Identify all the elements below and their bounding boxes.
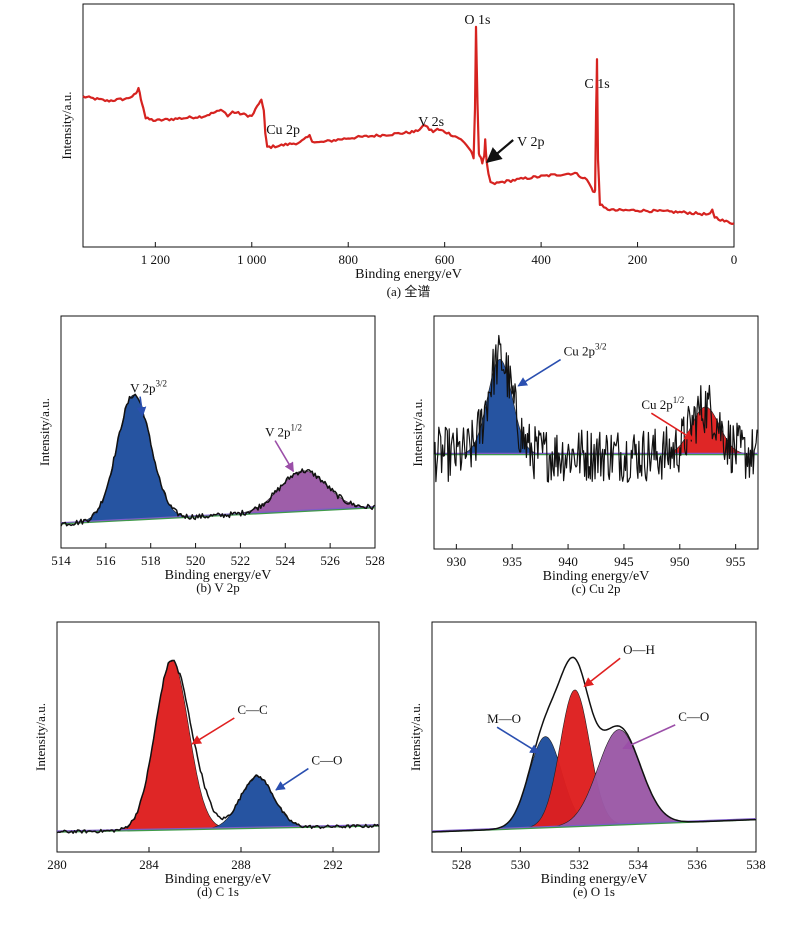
- x-tick-label: 0: [731, 252, 738, 267]
- chart-panel-a: 1 200 1 000 800 600 400 200 0 Binding energy/eV…: [59, 3, 738, 299]
- x-tick-label: 288: [231, 857, 251, 872]
- x-axis-label: Binding energy/eV: [355, 267, 462, 282]
- chart-panel-e: 528 530 532 534 536 538 Binding energy/eV(e) O…: [408, 621, 766, 899]
- raw-data-line: [431, 656, 756, 833]
- x-tick-label: 600: [435, 252, 455, 267]
- peak-label: C—C: [237, 702, 267, 717]
- x-tick-label: 945: [614, 554, 634, 569]
- peak-label: Cu 2p1/2: [641, 395, 684, 412]
- plot-frame: [60, 315, 376, 549]
- x-tick-label: 530: [511, 857, 531, 872]
- peak-annotation: V 2p: [517, 135, 544, 150]
- x-axis-label: Binding energy/eV: [541, 872, 648, 887]
- fitted-peak-blue: [66, 394, 202, 524]
- plot-frame: [82, 3, 735, 248]
- y-axis-label: Intensity/a.u.: [59, 92, 74, 160]
- x-tick-label: 524: [276, 553, 296, 568]
- x-tick-label: 1 200: [141, 252, 170, 267]
- y-axis-label: Intensity/a.u.: [33, 703, 48, 771]
- panel-caption: (d) C 1s: [197, 884, 239, 899]
- x-tick-label: 536: [687, 857, 707, 872]
- peak-annotation: C 1s: [584, 77, 609, 92]
- x-tick-label: 532: [570, 857, 590, 872]
- x-tick-label: 522: [231, 553, 251, 568]
- peak-annotation: O 1s: [464, 13, 490, 28]
- v2p-arrow: [485, 139, 514, 163]
- chart-panel-b: 514 516 518 520 522 524 526 528 Binding energy/e…: [37, 315, 385, 595]
- fitted-peak-red: [106, 659, 239, 832]
- x-axis-label: Binding energy/eV: [543, 569, 650, 584]
- peak-label-arrow: [650, 412, 695, 441]
- peak-label-arrow: [583, 657, 621, 688]
- peak-label-arrow: [517, 358, 562, 387]
- peak-label: Cu 2p3/2: [564, 342, 607, 359]
- x-tick-label: 950: [670, 554, 690, 569]
- x-axis-label: Binding energy/eV: [165, 872, 272, 887]
- plot-frame: [431, 621, 757, 853]
- x-tick-label: 800: [338, 252, 358, 267]
- peak-label: O—H: [623, 642, 655, 657]
- y-axis-label: Intensity/a.u.: [37, 398, 52, 466]
- x-tick-label: 520: [186, 553, 206, 568]
- plot-frame: [56, 621, 380, 853]
- peak-label: C—O: [311, 753, 342, 768]
- x-axis-label: Binding energy/eV: [165, 568, 272, 583]
- x-tick-label: 284: [139, 857, 159, 872]
- baseline-line: [431, 817, 757, 832]
- x-tick-label: 930: [447, 554, 467, 569]
- x-tick-label: 940: [558, 554, 578, 569]
- baseline-line: [60, 505, 376, 524]
- peak-label: M—O: [487, 711, 521, 726]
- raw-data-line: [433, 334, 759, 483]
- y-axis-label: Intensity/a.u.: [410, 399, 425, 467]
- background-line: [60, 506, 376, 525]
- x-tick-label: 518: [141, 553, 161, 568]
- y-axis-label: Intensity/a.u.: [408, 703, 423, 771]
- peak-label-arrow: [136, 396, 147, 417]
- x-tick-label: 528: [452, 857, 472, 872]
- x-tick-label: 280: [47, 857, 67, 872]
- peak-label: V 2p3/2: [130, 379, 167, 396]
- x-tick-label: 935: [502, 554, 522, 569]
- x-tick-label: 516: [96, 553, 116, 568]
- panel-caption: (c) Cu 2p: [571, 581, 620, 596]
- peak-label: C—O: [678, 709, 709, 724]
- x-tick-label: 514: [51, 553, 71, 568]
- x-tick-label: 526: [320, 553, 340, 568]
- x-tick-label: 955: [726, 554, 746, 569]
- chart-panel-c: 930 935 940 945 950 955 Binding energy/eV(c) C…: [410, 315, 759, 596]
- peak-label-arrow: [622, 724, 676, 750]
- panel-caption: (b) V 2p: [196, 580, 240, 595]
- peak-label: V 2p1/2: [265, 423, 302, 440]
- fitted-peak-blue: [451, 358, 549, 455]
- peak-annotation: V 2s: [418, 115, 444, 130]
- x-tick-label: 1 000: [237, 252, 266, 267]
- panel-caption: (a) 全谱: [387, 284, 431, 299]
- panel-caption: (e) O 1s: [573, 884, 615, 899]
- raw-data-line: [60, 393, 376, 527]
- peak-label-arrow: [275, 767, 309, 791]
- x-tick-label: 528: [365, 553, 385, 568]
- x-tick-label: 200: [628, 252, 648, 267]
- peak-label-arrow: [274, 440, 295, 473]
- survey-spectrum-line: [82, 25, 735, 225]
- x-tick-label: 400: [531, 252, 551, 267]
- raw-data-line: [56, 659, 380, 834]
- chart-panel-d: 280 284 288 292 Binding energy/eV(d) C 1s Int…: [33, 621, 380, 899]
- x-tick-label: 534: [628, 857, 648, 872]
- peak-label-arrow: [191, 717, 235, 745]
- x-tick-label: 538: [746, 857, 766, 872]
- peak-annotation: Cu 2p: [266, 123, 300, 138]
- x-tick-label: 292: [323, 857, 343, 872]
- peak-label-arrow: [496, 726, 540, 754]
